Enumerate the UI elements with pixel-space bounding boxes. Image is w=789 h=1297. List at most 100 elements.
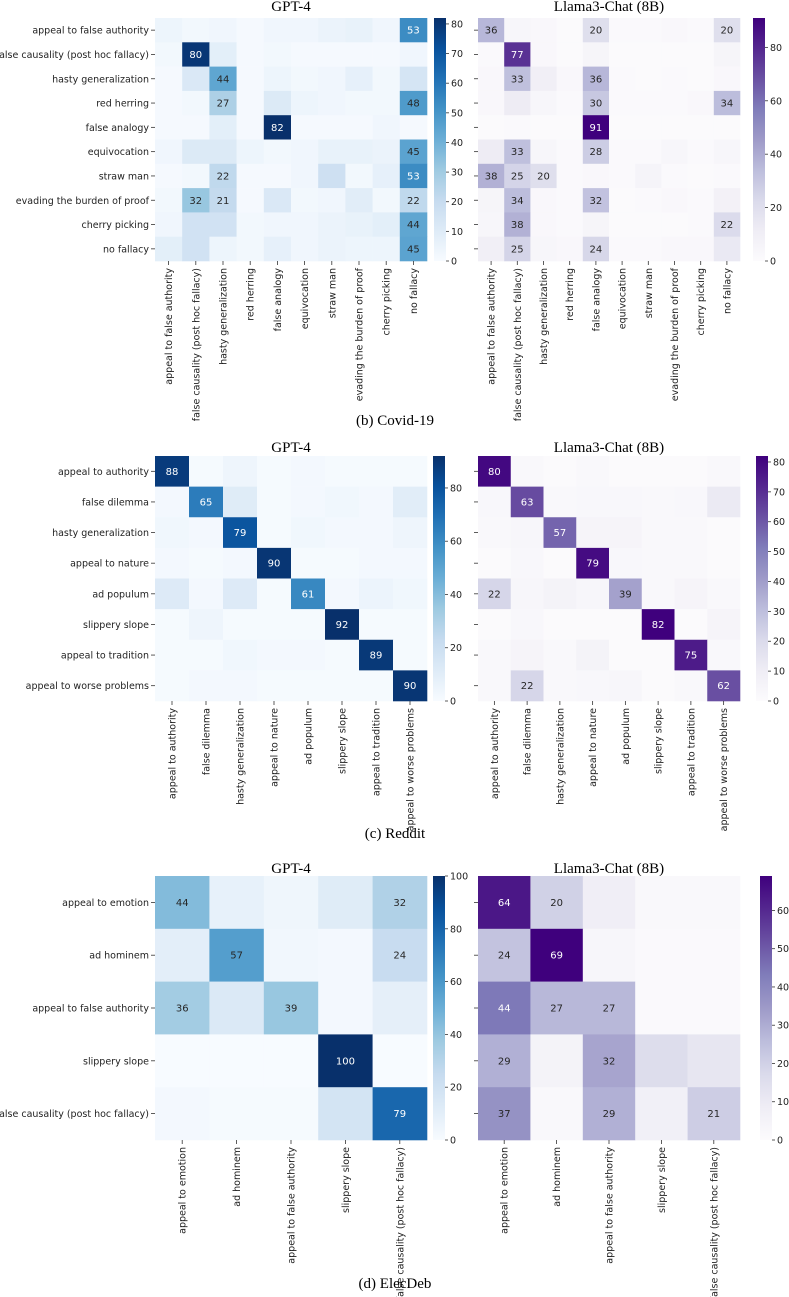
heatmap-cell xyxy=(182,139,210,165)
heatmap-cell xyxy=(530,188,557,213)
cell-value: 92 xyxy=(336,620,349,631)
heatmap-cell xyxy=(582,18,610,43)
heatmap-cell xyxy=(687,163,715,189)
heatmap-cell xyxy=(641,670,675,702)
heatmap-cell xyxy=(209,1034,265,1088)
y-tick-label: false causality (post hoc fallacy) xyxy=(0,50,149,61)
heatmap-cell xyxy=(609,670,643,702)
heatmap-cell xyxy=(582,1034,636,1088)
heatmap-cell xyxy=(556,236,584,262)
heatmap-cell xyxy=(209,928,265,982)
heatmap-cell xyxy=(713,163,741,189)
heatmap-cell xyxy=(223,517,258,549)
heatmap-cell xyxy=(609,578,643,610)
heatmap-cell xyxy=(291,188,319,213)
cell-value: 90 xyxy=(268,559,281,570)
heatmap-cell xyxy=(478,139,505,165)
colorbar-tick-label: 30 xyxy=(451,168,463,179)
heatmap-cell xyxy=(209,90,237,116)
heatmap-cell xyxy=(609,18,636,43)
heatmap-cell xyxy=(556,188,584,213)
heatmap-cell xyxy=(674,547,708,579)
heatmap-cell xyxy=(263,18,292,43)
heatmap-cell xyxy=(155,18,183,43)
heatmap-cell xyxy=(478,639,512,671)
heatmap-cell xyxy=(182,18,210,43)
x-tick-label: straw man xyxy=(644,268,655,318)
cell-value: 25 xyxy=(511,171,524,182)
heatmap-cell xyxy=(155,139,183,165)
heatmap-cell xyxy=(155,547,190,579)
x-tick-label: false analogy xyxy=(273,268,284,332)
heatmap-cell xyxy=(707,578,741,610)
heatmap-cell xyxy=(182,115,210,140)
colorbar-tick-label: 10 xyxy=(773,667,785,678)
heatmap-cell xyxy=(582,188,610,213)
heatmap-cell xyxy=(609,139,636,165)
heatmap-cell xyxy=(257,547,292,579)
colorbar-tick-label: 20 xyxy=(777,1059,789,1070)
heatmap-cell xyxy=(635,115,662,140)
heatmap-cell xyxy=(582,42,610,67)
colorbar-tick-label: 40 xyxy=(450,1030,462,1041)
caption-elecdeb: (d) ElecDeb xyxy=(359,1276,432,1292)
heatmap-cell xyxy=(209,139,237,165)
heatmap-cell xyxy=(291,639,326,671)
heatmap-cell xyxy=(318,188,346,213)
cell-value: 44 xyxy=(176,898,189,909)
colorbar-tick-label: 20 xyxy=(450,1083,462,1094)
heatmap-cell xyxy=(345,188,373,213)
x-tick-label: hasty generalization xyxy=(539,268,550,365)
heatmap-cell xyxy=(318,928,373,982)
x-tick-label: false dilemma xyxy=(202,708,213,775)
cell-value: 69 xyxy=(550,951,563,962)
heatmap-cell xyxy=(478,66,505,92)
heatmap-cell xyxy=(543,639,577,671)
heatmap-cell xyxy=(687,188,715,213)
cell-value: 32 xyxy=(603,1056,616,1067)
heatmap-cell xyxy=(257,609,292,641)
cell-value: 45 xyxy=(407,147,420,158)
heatmap-cell xyxy=(530,212,557,237)
cell-value: 65 xyxy=(200,497,213,508)
y-tick-label: appeal to false authority xyxy=(32,1004,149,1015)
colorbar xyxy=(756,456,768,701)
heatmap-cell xyxy=(713,42,741,67)
heatmap-cell xyxy=(687,18,715,43)
heatmap-cell xyxy=(155,1034,210,1088)
heatmap-cell xyxy=(556,90,584,116)
cell-value: 21 xyxy=(217,196,230,207)
cell-value: 38 xyxy=(485,171,498,182)
heatmap-cell xyxy=(713,236,741,262)
heatmap-cell xyxy=(674,639,708,671)
heatmap-cell xyxy=(182,188,210,213)
heatmap-cell xyxy=(399,18,428,43)
heatmap-cell xyxy=(372,876,428,930)
cell-value: 88 xyxy=(166,467,179,478)
colorbar-tick-label: 70 xyxy=(451,49,463,60)
heatmap-cell xyxy=(291,115,319,140)
x-tick-label: hasty generalization xyxy=(219,268,230,365)
heatmap-cell xyxy=(325,547,360,579)
heatmap-covid-gpt4: GPT-4 53 80 44 27 48 82 45 22 53 32 21 22 44 45 appeal … xyxy=(0,0,463,421)
heatmap-cell xyxy=(263,981,319,1035)
heatmap-cell xyxy=(478,1087,531,1141)
heatmap-cell xyxy=(707,486,741,518)
heatmap-cell xyxy=(478,236,505,262)
heatmap-cell xyxy=(576,547,610,579)
cell-value: 27 xyxy=(550,1004,563,1015)
heatmap-cell xyxy=(209,18,237,43)
heatmap-cell xyxy=(393,486,428,518)
heatmap-cell xyxy=(257,456,292,487)
x-tick-label: straw man xyxy=(327,268,338,318)
heatmap-cell xyxy=(556,163,584,189)
x-tick-label: appeal to false authority xyxy=(164,268,175,385)
cell-value: 32 xyxy=(189,196,202,207)
heatmap-cell xyxy=(478,188,505,213)
heatmap-cell xyxy=(609,163,636,189)
heatmap-cell xyxy=(236,115,265,140)
heatmap-cell xyxy=(318,163,346,189)
heatmap-cell xyxy=(325,670,360,702)
heatmap-cell xyxy=(510,578,544,610)
heatmap-cell xyxy=(318,876,373,930)
